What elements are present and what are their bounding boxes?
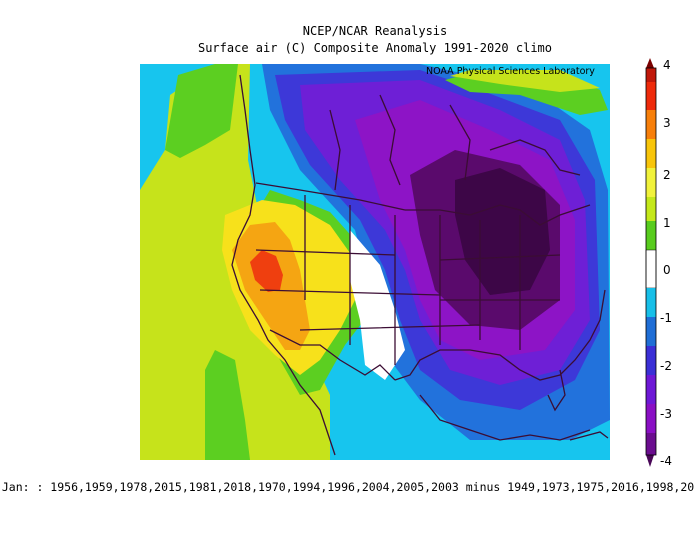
colorbar-label: 1 xyxy=(663,216,671,230)
chart-title: NCEP/NCAR Reanalysis xyxy=(302,24,448,38)
colorbar-swatch xyxy=(646,197,656,221)
colorbar-top-arrow xyxy=(646,58,654,68)
colorbar-swatch xyxy=(646,288,656,317)
map-fields xyxy=(140,64,610,460)
us-mexico-border xyxy=(269,329,396,381)
colorbar-swatch xyxy=(646,433,656,455)
colorbar-frame xyxy=(645,67,657,456)
mexico-south-coast xyxy=(419,394,591,441)
colorbar-bottom-arrow xyxy=(646,455,654,467)
colorbar-swatch xyxy=(646,404,656,433)
hudson-coast xyxy=(489,139,581,176)
arctic-light-field xyxy=(450,70,600,92)
colorbar-swatch xyxy=(646,221,656,250)
west-coastline xyxy=(231,74,336,456)
colorbar-swatch xyxy=(646,317,656,346)
state-lines-horizontal xyxy=(255,249,561,331)
zero-strip xyxy=(350,230,405,380)
great-lakes-border xyxy=(405,204,591,226)
canada-province-lines xyxy=(329,94,471,191)
colorbar-label: 2 xyxy=(663,168,671,182)
colorbar-swatch xyxy=(645,249,657,289)
colorbar-label: -2 xyxy=(660,359,672,373)
colorbar-swatch xyxy=(646,346,656,375)
darkest-field xyxy=(455,168,550,295)
canada-us-border xyxy=(255,182,406,211)
colorbar xyxy=(645,58,657,467)
colorbar-swatch xyxy=(646,82,656,110)
southwest-green-field xyxy=(205,350,250,460)
colorbar-label: -3 xyxy=(660,407,672,421)
colorbar-swatch xyxy=(646,375,656,404)
florida-peninsula xyxy=(547,369,566,412)
caribbean-islands xyxy=(569,431,609,441)
colorbar-swatch xyxy=(646,68,656,82)
state-lines-vertical xyxy=(304,195,521,365)
colorbar-label: 3 xyxy=(663,116,671,130)
composite-years-footer: o Jan: : 1956,1959,1978,2015,1981,2018,1… xyxy=(0,480,695,494)
map-borders xyxy=(231,74,609,456)
colorbar-swatch xyxy=(646,168,656,197)
red-peak-field xyxy=(250,250,283,292)
northwest-green-field xyxy=(165,64,238,158)
colorbar-label: -4 xyxy=(660,454,672,468)
colorbar-label: 0 xyxy=(663,263,671,277)
chart-subtitle: Surface air (C) Composite Anomaly 1991-2… xyxy=(197,41,552,55)
colorbar-swatch xyxy=(646,110,656,139)
gulf-coastline xyxy=(394,289,606,381)
colorbar-label: -1 xyxy=(660,311,672,325)
colorbar-swatch xyxy=(646,139,656,168)
credit-text: NOAA Physical Sciences Laboratory xyxy=(426,66,595,77)
colorbar-label: 4 xyxy=(663,58,671,72)
